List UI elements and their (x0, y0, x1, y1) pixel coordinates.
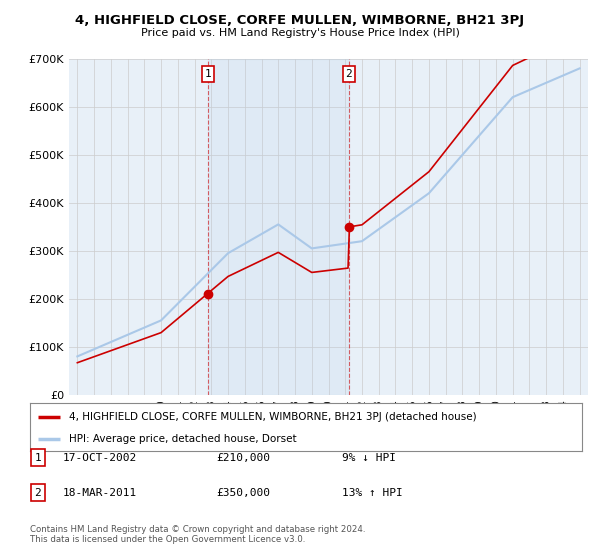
Text: 2: 2 (34, 488, 41, 498)
Text: Price paid vs. HM Land Registry's House Price Index (HPI): Price paid vs. HM Land Registry's House … (140, 28, 460, 38)
Text: 4, HIGHFIELD CLOSE, CORFE MULLEN, WIMBORNE, BH21 3PJ: 4, HIGHFIELD CLOSE, CORFE MULLEN, WIMBOR… (76, 14, 524, 27)
Text: HPI: Average price, detached house, Dorset: HPI: Average price, detached house, Dors… (68, 434, 296, 444)
Text: £210,000: £210,000 (216, 452, 270, 463)
Text: Contains HM Land Registry data © Crown copyright and database right 2024.
This d: Contains HM Land Registry data © Crown c… (30, 525, 365, 544)
Text: 13% ↑ HPI: 13% ↑ HPI (342, 488, 403, 498)
Bar (208, 59, 349, 395)
Text: 2: 2 (346, 69, 352, 79)
Text: 4, HIGHFIELD CLOSE, CORFE MULLEN, WIMBORNE, BH21 3PJ (detached house): 4, HIGHFIELD CLOSE, CORFE MULLEN, WIMBOR… (68, 412, 476, 422)
Text: 17-OCT-2002: 17-OCT-2002 (63, 452, 137, 463)
Text: £350,000: £350,000 (216, 488, 270, 498)
Text: 9% ↓ HPI: 9% ↓ HPI (342, 452, 396, 463)
Text: 1: 1 (205, 69, 211, 79)
Text: 1: 1 (34, 452, 41, 463)
Text: 18-MAR-2011: 18-MAR-2011 (63, 488, 137, 498)
